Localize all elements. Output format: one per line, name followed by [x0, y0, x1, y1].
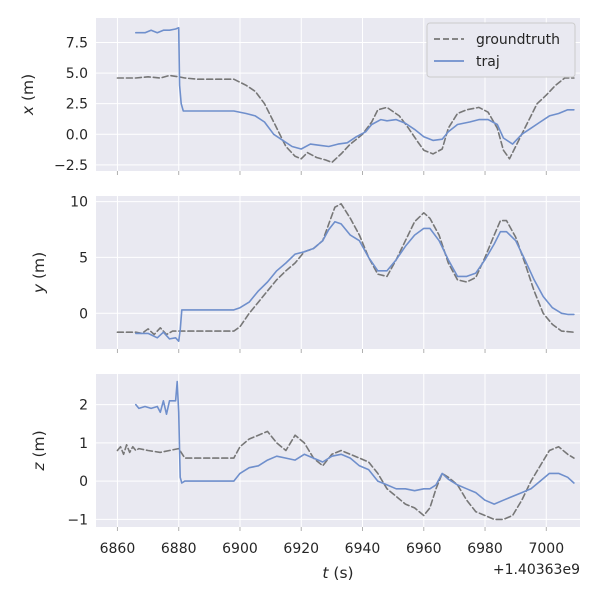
panel-y-grid	[96, 196, 580, 349]
panel-y-ytick-label-0: 0	[79, 306, 88, 322]
x-tick-label-6940: 6940	[345, 541, 381, 557]
x-tick-label-6860: 6860	[100, 541, 136, 557]
panel-z: −1 0 1 2 z (m)	[30, 374, 580, 531]
x-tick-label-6880: 6880	[161, 541, 197, 557]
x-tick-labels: 6860 6880 6900 6920 6940 6960 6980 7000	[100, 541, 565, 557]
panel-y-ytick-label-1: 5	[79, 250, 88, 266]
panel-x-ylabel: x (m)	[19, 74, 37, 116]
panel-y-yticks: 0 5 10	[70, 195, 88, 323]
panel-x-ytick-label-4: 7.5	[66, 35, 88, 51]
panel-y-xtick-marks	[116, 349, 547, 353]
panel-z-series-groundtruth	[116, 430, 575, 521]
panel-y-background	[96, 196, 580, 349]
legend-box	[426, 22, 576, 78]
panel-z-ytick-label-1: 0	[79, 474, 88, 490]
panel-z-series-traj	[135, 380, 575, 505]
x-tick-label-6980: 6980	[467, 541, 503, 557]
panel-z-ytick-label-3: 2	[79, 398, 88, 414]
panel-x-ytick-label-0: −2.5	[54, 158, 88, 174]
panel-x: −2.5 0.0 2.5 5.0 7.5 x (m) groundtruth traj	[19, 18, 580, 175]
x-axis: 6860 6880 6900 6920 6940 6960 6980 7000 t (s) +…	[100, 541, 580, 582]
panel-y: 0 5 10 y (m)	[30, 195, 580, 353]
panel-y-series-groundtruth	[116, 203, 575, 336]
panel-y-series-traj	[135, 220, 575, 343]
panel-z-ylabel: z (m)	[30, 430, 48, 471]
x-tick-label-6900: 6900	[222, 541, 258, 557]
panel-x-xtick-marks	[116, 171, 547, 175]
panel-x-series-traj	[135, 26, 575, 150]
legend: groundtruth traj	[426, 22, 576, 78]
panel-z-ytick-label-2: 1	[79, 436, 88, 452]
panel-y-ytick-label-2: 10	[70, 195, 88, 211]
panel-z-lines	[116, 380, 575, 521]
panel-z-ytick-label-0: −1	[67, 512, 88, 528]
x-tick-label-6960: 6960	[406, 541, 442, 557]
panel-z-xtick-marks	[116, 527, 547, 531]
x-tick-label-6920: 6920	[283, 541, 319, 557]
legend-groundtruth-label: groundtruth	[476, 32, 560, 48]
panel-z-yticks: −1 0 1 2	[67, 398, 88, 529]
x-offset-text: +1.40363e9	[493, 562, 580, 578]
panel-y-ylabel: y (m)	[30, 252, 48, 294]
x-axis-label: t (s)	[322, 564, 353, 582]
panel-x-lines	[116, 26, 575, 164]
x-tick-label-7000: 7000	[528, 541, 564, 557]
legend-traj-label: traj	[476, 54, 500, 70]
panel-y-lines	[116, 203, 575, 343]
panel-x-ytick-label-3: 5.0	[66, 66, 88, 82]
panel-x-yticks: −2.5 0.0 2.5 5.0 7.5	[54, 35, 88, 173]
panel-x-ytick-label-1: 0.0	[66, 127, 88, 143]
panel-x-ytick-label-2: 2.5	[66, 97, 88, 113]
